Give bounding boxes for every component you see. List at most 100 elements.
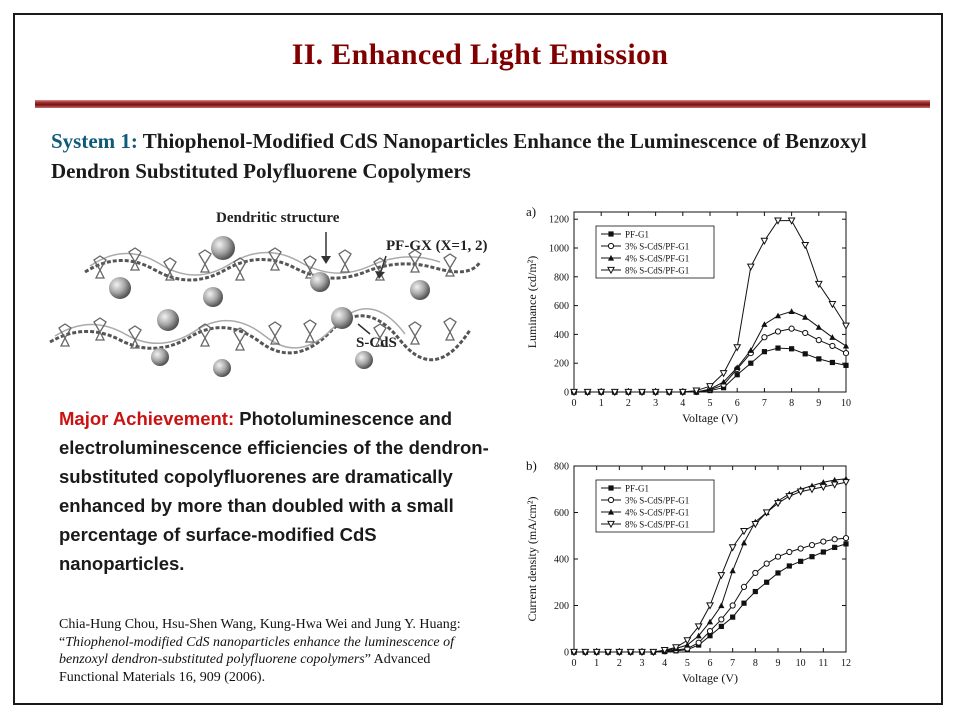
panel-label: a) (526, 204, 536, 219)
data-point (718, 616, 725, 623)
legend-label: 4% S-CdS/PF-G1 (625, 254, 689, 264)
data-point (638, 388, 646, 397)
polymer-chain-upper (84, 258, 482, 282)
y-tick-label: 200 (554, 359, 569, 370)
data-point (581, 648, 590, 657)
data-point (796, 488, 805, 496)
title-divider (35, 100, 930, 108)
data-point (734, 364, 741, 371)
data-point (734, 372, 740, 378)
luminance-chart-svg: a) 0 1 2 3 4 5 6 7 8 9 10 0 200 400 600 800 1000 1200 Volta… (525, 204, 851, 425)
data-point (774, 500, 782, 508)
citation-paper-title: Thiophenol-modified CdS nanoparticles en… (59, 634, 455, 668)
data-point (761, 321, 768, 327)
cds-nanoparticles (109, 236, 430, 377)
data-point (718, 623, 724, 630)
data-point (740, 539, 748, 546)
data-point (592, 648, 601, 657)
data-point (797, 545, 804, 552)
x-tick-label: 3 (653, 398, 658, 409)
data-point (775, 345, 781, 351)
data-point (740, 583, 748, 590)
x-tick-label: 5 (685, 658, 690, 669)
y-tick-label: 400 (554, 330, 569, 341)
data-point (678, 388, 687, 397)
x-tick-label: 10 (841, 398, 851, 409)
legend-label: 8% S-CdS/PF-G1 (625, 520, 689, 530)
data-point (774, 553, 782, 560)
legend-marker (607, 508, 615, 515)
data-point (706, 627, 714, 635)
legend-marker (607, 254, 615, 261)
data-point (802, 329, 809, 337)
x-tick-label: 4 (662, 658, 667, 669)
data-point (819, 483, 828, 492)
series-3 (570, 217, 850, 397)
x-tick-label: 12 (841, 658, 851, 669)
data-point (808, 541, 816, 549)
data-point (832, 544, 838, 550)
data-point (695, 632, 702, 639)
x-tick-label: 2 (626, 398, 631, 409)
y-tick-label: 200 (554, 601, 569, 612)
data-point (761, 334, 768, 341)
data-point (626, 648, 635, 657)
data-point (787, 217, 796, 225)
label-dendritic-structure: Dendritic structure (216, 210, 340, 226)
x-tick-label: 1 (599, 398, 604, 409)
data-point (720, 378, 727, 385)
slide-frame (13, 13, 943, 705)
data-point (610, 388, 619, 397)
achievement-text: Photoluminescence and electroluminescenc… (59, 408, 489, 574)
legend-label: 4% S-CdS/PF-G1 (625, 508, 689, 518)
data-point (746, 263, 755, 271)
data-point (842, 350, 850, 357)
data-point (820, 549, 826, 555)
series-0 (571, 541, 849, 655)
data-point (615, 648, 624, 657)
citation: Chia-Hung Chou, Hsu-Shen Wang, Kung-Hwa … (59, 616, 479, 686)
data-point (786, 548, 793, 556)
data-point (692, 387, 701, 395)
panel-label: b) (526, 458, 537, 473)
legend-marker (607, 242, 615, 250)
data-point (683, 637, 692, 645)
x-tick-label: 7 (730, 658, 735, 669)
data-point (764, 579, 770, 585)
slide-title: II. Enhanced Light Emission (291, 38, 669, 71)
data-point (624, 388, 633, 397)
data-point (831, 476, 838, 483)
data-point (597, 388, 606, 397)
data-point (820, 479, 827, 485)
x-tick-label: 6 (735, 398, 740, 409)
y-tick-label: 400 (554, 555, 569, 566)
polymer-chain-lower (49, 314, 472, 362)
data-point (719, 370, 728, 378)
x-tick-label: 5 (708, 398, 713, 409)
data-point (730, 614, 736, 620)
data-point (741, 600, 747, 606)
x-tick-label: 7 (762, 398, 767, 409)
data-point (747, 347, 754, 353)
y-tick-label: 0 (564, 648, 569, 659)
data-point (717, 572, 726, 580)
data-point (775, 570, 781, 576)
x-axis-label: Voltage (V) (682, 671, 738, 685)
data-point (672, 644, 680, 652)
data-point (748, 360, 754, 366)
citation-authors: Chia-Hung Chou, Hsu-Shen Wang, Kung-Hwa … (59, 617, 461, 650)
legend-box (595, 225, 715, 279)
data-point (684, 641, 691, 648)
data-point (760, 237, 769, 245)
data-point (788, 308, 795, 314)
data-point (774, 312, 782, 319)
data-point (718, 602, 725, 609)
dendron-diagram: Dendritic structure PF-GX (X=1, 2) S-CdS (30, 192, 514, 388)
data-point (762, 509, 771, 517)
series-line (574, 328, 847, 393)
y-tick-label: 600 (554, 301, 569, 312)
legend-label: 3% S-CdS/PF-G1 (625, 496, 689, 506)
data-point (842, 534, 850, 542)
x-tick-label: 8 (789, 398, 794, 409)
